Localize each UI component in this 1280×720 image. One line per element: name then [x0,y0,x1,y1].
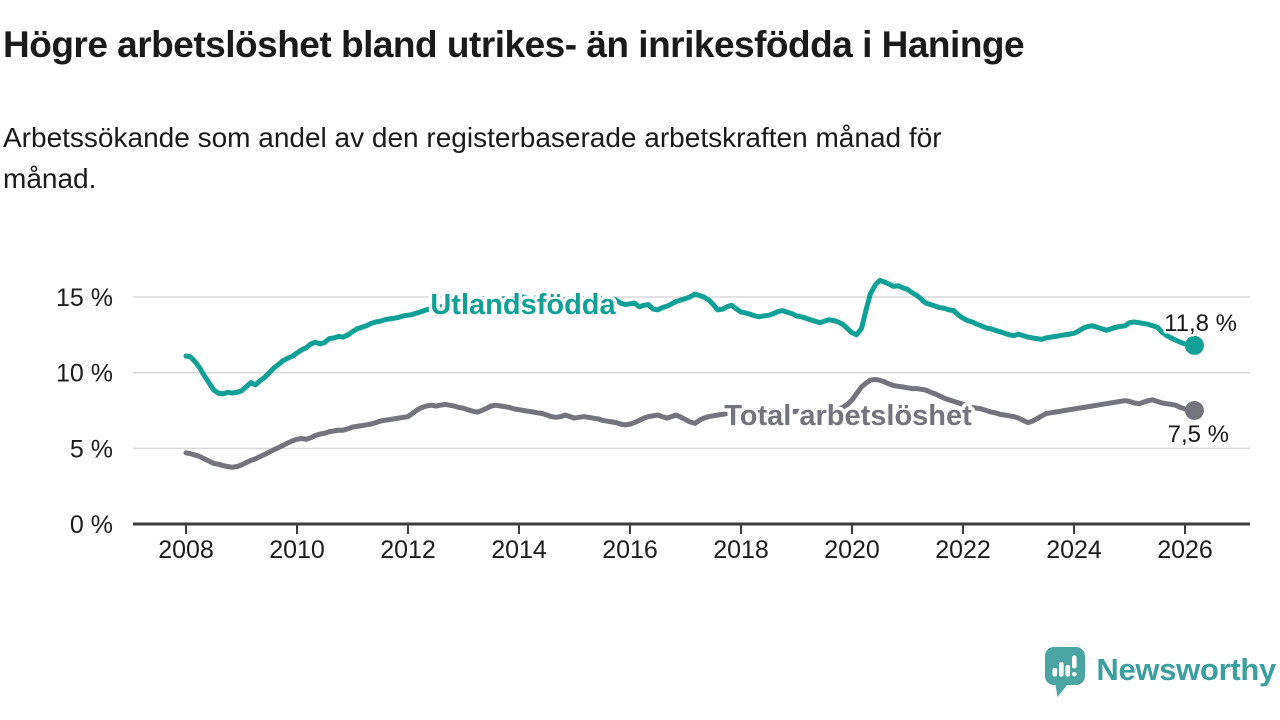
newsworthy-logo: Newsworthy [1045,647,1276,698]
y-tick-label: 0 % [70,511,113,539]
x-tick-label: 2024 [1046,536,1102,564]
x-tick-label: 2016 [602,536,658,564]
chart-subtitle: Arbetssökande som andel av den registerb… [3,117,1203,199]
x-tick-label: 2026 [1157,536,1213,564]
logo-exclamation-dot [1072,672,1077,677]
newsworthy-logo-icon [1045,647,1086,697]
series-line-1 [183,377,1197,470]
x-tick-label: 2010 [269,536,325,564]
chart-subtitle-line2: månad. [3,163,97,194]
y-tick-label: 10 % [56,360,113,388]
series-end-dot-1 [1184,401,1204,421]
series-line-0 [183,277,1197,397]
logo-bar-chart-glyph [1052,655,1077,677]
end-value-label-utlandsfodda: 11,8 % [1164,310,1237,337]
x-tick-label: 2008 [158,536,214,564]
y-tick-label: 15 % [56,284,113,312]
speech-bubble-shape [1045,647,1086,697]
line-chart: 0 % 5 % 10 % 15 % 2008 2010 2012 2014 2016 2018 20… [56,277,1250,564]
end-value-label-total-arbetsloshet: 7,5 % [1168,421,1229,448]
logo-exclamation-bar [1072,655,1077,669]
newsworthy-logo-text: Newsworthy [1096,652,1276,687]
series-end-dot-0 [1184,335,1204,355]
x-tick-label: 2018 [713,536,769,564]
x-tick-label: 2014 [491,536,547,564]
x-tick-label: 2022 [935,536,991,564]
chart-generated-layer: 0 % 5 % 10 % 15 % 2008 2010 2012 2014 2016 2018 20… [56,277,1250,564]
series-label-utlandsfodda: Utlandsfödda [430,289,616,321]
x-tick-label: 2012 [380,536,436,564]
page-title: Högre arbetslöshet bland utrikes- än inr… [3,24,1025,65]
y-tick-label: 5 % [70,435,113,463]
chart-subtitle-line1: Arbetssökande som andel av den registerb… [3,122,942,153]
series-label-total-arbetsloshet: Total arbetslöshet [724,400,972,432]
x-tick-label: 2020 [824,536,880,564]
